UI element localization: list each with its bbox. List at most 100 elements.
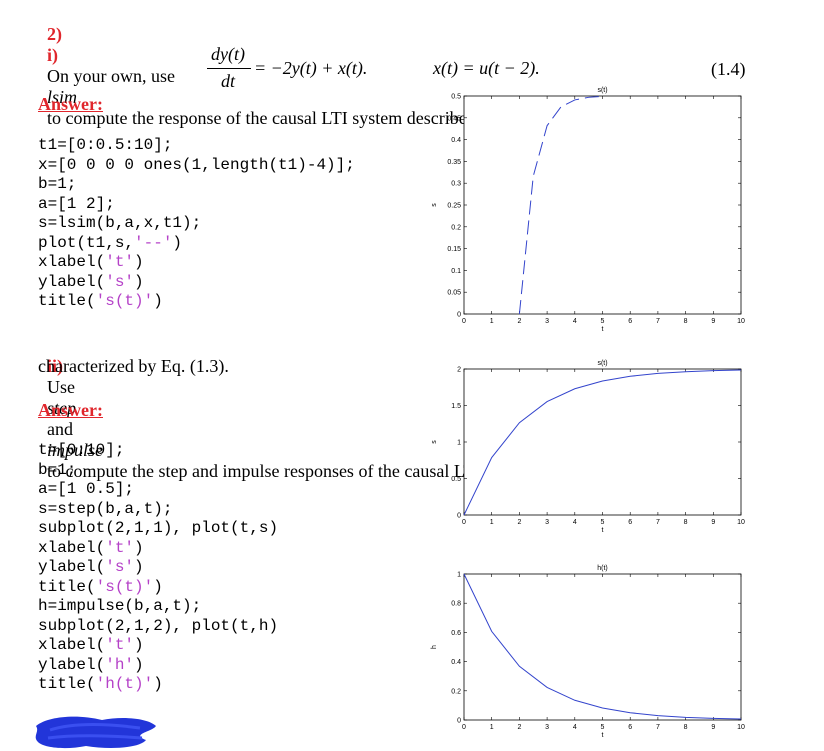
y-tick-label: 0.4 (451, 137, 461, 144)
x-tick-label: 0 (462, 724, 466, 731)
lsim-response-chart: 0 1 2 3 4 5 6 7 8 9 10 0 0.05 0.1 0.15 0.2 0.25 0.3 0.35 0.… (431, 87, 745, 333)
x-tick-label: 1 (490, 519, 494, 526)
y-tick-label: 0.35 (447, 159, 461, 166)
code-i-line: b=1; (38, 175, 77, 193)
x-tick-label: 8 (684, 318, 688, 325)
y-tick-label: 0.6 (451, 630, 461, 637)
y-tick-label: 0.05 (447, 290, 461, 297)
y-tick-label: 0.4 (451, 659, 461, 666)
chart-title: s(t) (597, 360, 607, 367)
lsim-command: lsim (47, 87, 78, 107)
x-tick-label: 8 (684, 724, 688, 731)
x-tick-label: 0 (462, 318, 466, 325)
x-tick-label: 9 (711, 724, 715, 731)
code-ii-line: subplot(2,1,2), plot(t,h) (38, 616, 279, 635)
y-axis-label: s (431, 203, 438, 207)
x-tick-label: 3 (545, 519, 549, 526)
code-ii-line: ylabel('s') (38, 558, 144, 576)
y-axis-label: h (431, 645, 438, 649)
code-i-line: ylabel('s') (38, 272, 144, 291)
x-tick-label: 8 (684, 519, 688, 526)
x-tick-label: 2 (517, 318, 521, 325)
x-tick-label: 3 (545, 724, 549, 731)
x-axis-label: t (602, 732, 604, 739)
y-tick-label: 1 (457, 572, 461, 579)
y-tick-label: 0 (457, 718, 461, 725)
part-i-label: i) (47, 45, 58, 65)
chart-title: s(t) (597, 87, 607, 94)
x-tick-label: 0 (462, 519, 466, 526)
code-ii-line: ylabel('h') (38, 655, 144, 674)
x-tick-label: 6 (628, 519, 632, 526)
code-ii-line: b=1; (38, 460, 77, 479)
x-tick-label: 7 (656, 318, 660, 325)
part-ii-line-2: characterized by Eq. (1.3). (38, 356, 229, 376)
x-tick-label: 9 (711, 519, 715, 526)
x-tick-label: 4 (573, 724, 577, 731)
x-tick-label: 1 (490, 724, 494, 731)
y-tick-label: 0 (457, 513, 461, 520)
y-tick-label: 0.15 (447, 246, 461, 253)
impulse-response-chart: 0 1 2 3 4 5 6 7 8 9 10 0 0.2 0.4 0.6 0.8 1 h(t) t h (431, 565, 745, 739)
code-i-line: xlabel('t') (38, 253, 144, 271)
question-number: 2) (47, 24, 62, 44)
x-tick-label: 9 (711, 318, 715, 325)
x-tick-label: 5 (601, 724, 605, 731)
x-tick-label: 7 (656, 724, 660, 731)
x-tick-label: 10 (737, 519, 745, 526)
equation-input: x(t) = u(t − 2). (433, 58, 540, 78)
fraction-bar (207, 68, 251, 69)
y-tick-label: 0.45 (447, 115, 461, 122)
code-ii-line: s=step(b,a,t); (38, 499, 173, 518)
y-tick-label: 0.3 (451, 181, 461, 188)
equation-denominator: dt (220, 71, 235, 91)
x-tick-label: 4 (573, 318, 577, 325)
x-tick-label: 6 (628, 724, 632, 731)
x-tick-label: 5 (601, 519, 605, 526)
equation-numerator: dy(t) (211, 44, 245, 64)
redaction-scribble (35, 716, 156, 749)
y-tick-label: 0.2 (451, 688, 461, 695)
step-response-chart: 0 1 2 3 4 5 6 7 8 9 10 0 0.5 1 1.5 2 s(t) t s (431, 360, 745, 534)
part-ii-text-b: and (47, 419, 73, 439)
part-i-text-b: to compute the response of the causal LT… (47, 108, 499, 128)
y-tick-label: 0.1 (451, 268, 461, 275)
code-block-2: t=[0:10]; b=1; a=[1 0.5]; s=step(b,a,t); sub… (38, 441, 278, 695)
x-tick-label: 7 (656, 519, 660, 526)
code-i-line: plot(t1,s,'--') (38, 233, 183, 252)
y-tick-label: 1 (457, 440, 461, 447)
code-ii-line: xlabel('t') (38, 538, 144, 557)
code-i-line: t1=[0:0.5:10]; (38, 136, 173, 154)
code-ii-line: t=[0:10]; (38, 441, 125, 459)
x-tick-label: 2 (517, 724, 521, 731)
code-i-line: a=[1 2]; (38, 194, 115, 213)
y-tick-label: 0.25 (447, 203, 461, 210)
code-i-line: x=[0 0 0 0 ones(1,length(t1)-4)]; (38, 155, 355, 174)
answer-label-1: Answer: (38, 94, 103, 114)
chart-title: h(t) (597, 565, 608, 572)
code-ii-line: title('h(t)') (38, 675, 163, 693)
x-tick-label: 5 (601, 318, 605, 325)
x-tick-label: 2 (517, 519, 521, 526)
code-i-line: s=lsim(b,a,x,t1); (38, 214, 202, 232)
answer-label-2: Answer: (38, 400, 103, 420)
question-heading: 2) i) On your own, use lsim to compute t… (38, 3, 498, 129)
plot-frame (463, 368, 742, 516)
part-i-text-a: On your own, use (47, 66, 175, 86)
x-tick-label: 1 (490, 318, 494, 325)
code-ii-line: xlabel('t') (38, 636, 144, 654)
equation-rhs: = −2y(t) + x(t). (254, 58, 368, 78)
x-tick-label: 6 (628, 318, 632, 325)
code-ii-line: title('s(t)') (38, 577, 163, 596)
impulse-command: impulse (47, 440, 103, 460)
y-tick-label: 0 (457, 312, 461, 319)
equation-number: (1.4) (711, 59, 746, 79)
x-tick-label: 3 (545, 318, 549, 325)
x-tick-label: 10 (737, 318, 745, 325)
y-tick-label: 1.5 (451, 403, 461, 410)
x-tick-label: 4 (573, 519, 577, 526)
y-tick-label: 0.5 (451, 476, 461, 483)
step-command: step (47, 398, 76, 418)
part-ii-label: ii) (47, 356, 63, 376)
code-i-line: title('s(t)') (38, 292, 163, 310)
